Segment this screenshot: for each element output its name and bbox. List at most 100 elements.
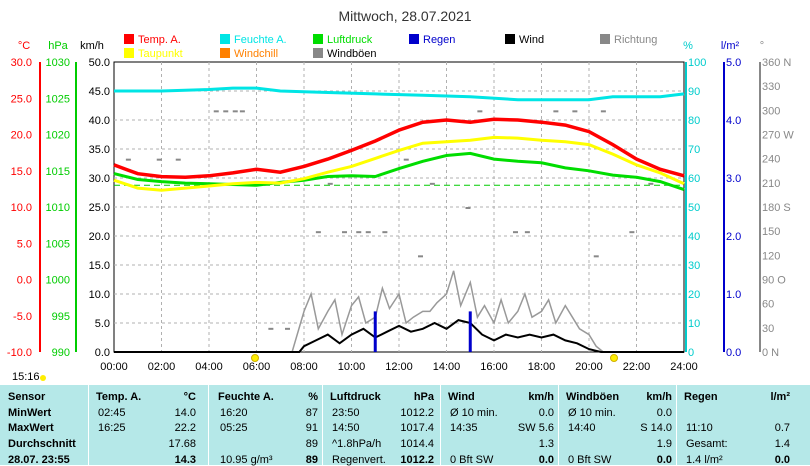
cell-label: ^1.8hPa/h <box>332 438 382 450</box>
direction-dot <box>572 110 578 113</box>
series-wind <box>114 319 684 353</box>
row-label: 28.07. 23:55 <box>8 454 70 466</box>
cell-label: 05:25 <box>220 422 248 434</box>
x-tick-label: 14:00 <box>433 361 461 373</box>
axis-tick-rain: 0.0 <box>726 347 741 359</box>
cell-value: 1012.2 <box>400 407 434 419</box>
axis-tick-direction: 0 N <box>762 347 779 359</box>
legend-swatch <box>600 34 610 44</box>
cell-label: 23:50 <box>332 407 360 419</box>
axis-tick-temp: 20.0 <box>11 130 32 142</box>
axis-tick-direction: 90 O <box>762 275 786 287</box>
column-header: Regen <box>684 391 718 403</box>
axis-tick-wind: 35.0 <box>89 144 110 156</box>
legend-swatch <box>220 48 230 58</box>
direction-dot <box>239 110 245 113</box>
cell-label: Gesamt: <box>686 438 728 450</box>
column-header: Temp. A. <box>96 391 142 403</box>
axis-tick-pressure: 995 <box>52 311 70 323</box>
cell-label: 14:35 <box>450 422 478 434</box>
axis-tick-direction: 150 <box>762 226 780 238</box>
column-unit: % <box>308 391 318 403</box>
cell-label: 14:40 <box>568 422 596 434</box>
cell-value: SW 5.6 <box>517 422 554 434</box>
axis-tick-wind: 40.0 <box>89 115 110 127</box>
axis-tick-humidity: 50 <box>688 202 700 214</box>
cell-value: 87 <box>305 407 318 419</box>
direction-dot <box>629 231 635 234</box>
direction-dot <box>232 110 238 113</box>
column-unit: hPa <box>413 391 434 403</box>
row-label: MaxWert <box>8 422 54 434</box>
x-tick-label: 12:00 <box>385 361 413 373</box>
direction-dot <box>327 182 333 185</box>
statistics-table: Sensor MinWert MaxWert Durchschnitt 28.07. 2… <box>0 385 810 466</box>
cell-value: 22.2 <box>174 422 196 434</box>
legend-swatch <box>313 48 323 58</box>
cell-value: 14.0 <box>174 407 196 419</box>
direction-dot <box>285 327 290 330</box>
axis-tick-wind: 25.0 <box>89 202 110 214</box>
axis-tick-direction: 60 <box>762 299 774 311</box>
axis-tick-wind: 5.0 <box>95 318 110 330</box>
direction-dot <box>156 158 162 161</box>
axis-tick-pressure: 1030 <box>46 57 70 69</box>
axis-tick-wind: 20.0 <box>89 231 110 243</box>
x-tick-label: 08:00 <box>290 361 318 373</box>
table-separator <box>322 385 323 465</box>
axis-tick-direction: 360 N <box>762 57 791 69</box>
axis-tick-rain: 1.0 <box>726 289 741 301</box>
axis-tick-wind: 30.0 <box>89 173 110 185</box>
x-tick-label: 04:00 <box>195 361 223 373</box>
direction-dot <box>600 110 606 113</box>
column-unit: km/h <box>528 391 554 403</box>
cell-value: 1.3 <box>538 438 554 450</box>
series-luftdruck <box>113 151 685 192</box>
row-label: Sensor <box>8 391 46 403</box>
cell-label: 11:10 <box>686 422 713 434</box>
axis-unit-temp: °C <box>18 40 30 52</box>
direction-dot <box>524 231 530 234</box>
cell-value: 14.3 <box>174 454 196 466</box>
axis-unit-humidity: % <box>683 40 693 52</box>
x-tick-label: 24:00 <box>670 361 698 373</box>
x-tick-label: 06:00 <box>243 361 271 373</box>
legend-swatch <box>505 34 515 44</box>
direction-dot <box>513 231 518 234</box>
time-marker-bar <box>0 354 810 384</box>
axis-tick-pressure: 1025 <box>46 93 70 105</box>
cell-label: 16:25 <box>98 422 126 434</box>
legend-label: Temp. A. <box>138 34 181 46</box>
chart-title: Mittwoch, 28.07.2021 <box>338 8 471 24</box>
axis-tick-direction: 180 S <box>762 202 791 214</box>
column-header: Wind <box>448 391 475 403</box>
axis-tick-pressure: 1005 <box>46 238 70 250</box>
axis-tick-humidity: 90 <box>688 86 700 98</box>
series-windboen <box>114 270 684 353</box>
axis-tick-rain: 5.0 <box>726 57 741 69</box>
direction-dot <box>382 231 388 234</box>
axis-unit-direction: ° <box>760 40 764 52</box>
axis-tick-pressure: 1020 <box>46 130 70 142</box>
axis-tick-temp: 0.0 <box>17 275 32 287</box>
x-tick-label: 16:00 <box>480 361 508 373</box>
series-feuchte <box>114 86 685 102</box>
x-tick-label: 22:00 <box>623 361 651 373</box>
x-tick-label: 02:00 <box>148 361 176 373</box>
cell-value: S 14.0 <box>640 422 672 434</box>
direction-dot <box>356 231 362 234</box>
axis-tick-wind: 10.0 <box>89 289 110 301</box>
cell-label: Ø 10 min. <box>450 407 498 419</box>
column-header: Luftdruck <box>330 391 381 403</box>
series-regen-bar <box>468 311 472 352</box>
cell-label: 16:20 <box>220 407 248 419</box>
cell-label: Regenvert. <box>332 454 386 466</box>
legend-label: Taupunkt <box>138 48 183 60</box>
cell-label: 0 Bft SW <box>568 454 612 466</box>
cell-value: 0.0 <box>774 454 790 466</box>
table-separator <box>208 385 209 465</box>
current-time-label: 15:16 <box>12 371 40 383</box>
series-temp <box>113 117 685 180</box>
sun-marker <box>609 354 618 362</box>
cell-value: 0.0 <box>538 407 554 419</box>
